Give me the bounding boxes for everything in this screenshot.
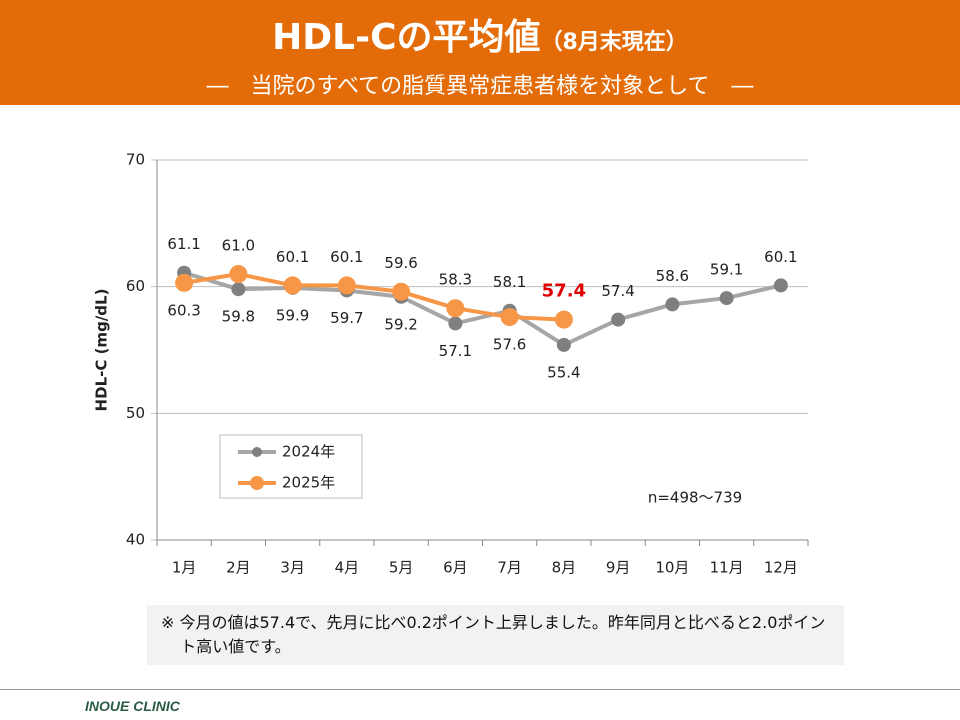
title-text: HDL-Cの平均値 bbox=[272, 17, 541, 58]
point bbox=[392, 282, 411, 301]
data-label: 60.1 bbox=[764, 248, 797, 266]
data-label: 59.9 bbox=[276, 306, 309, 324]
x-tick-label: 11月 bbox=[710, 559, 744, 577]
point bbox=[175, 273, 194, 292]
point bbox=[773, 278, 788, 293]
legend-marker bbox=[252, 447, 262, 457]
data-label: 59.8 bbox=[222, 308, 255, 326]
data-label: 59.2 bbox=[384, 315, 417, 333]
x-tick-label: 12月 bbox=[764, 559, 798, 577]
y-tick-label: 70 bbox=[126, 151, 145, 169]
footer-line bbox=[0, 689, 960, 690]
data-label: 57.1 bbox=[439, 342, 472, 360]
y-tick-label: 50 bbox=[126, 404, 145, 422]
data-label: 58.6 bbox=[656, 267, 689, 285]
y-tick-label: 40 bbox=[126, 531, 145, 549]
data-label: 57.4 bbox=[601, 282, 634, 300]
data-label: 58.1 bbox=[493, 273, 526, 291]
comment: ※ 今月の値は57.4で、先月に比べ0.2ポイント上昇しました。昨年同月と比べる… bbox=[147, 605, 845, 665]
data-label: 61.1 bbox=[167, 235, 200, 253]
data-label: 55.4 bbox=[547, 363, 580, 381]
title: HDL-Cの平均値（8月末現在） bbox=[0, 8, 960, 60]
data-label: 57.6 bbox=[493, 336, 526, 354]
x-tick-label: 2月 bbox=[226, 559, 251, 577]
point bbox=[665, 297, 680, 312]
footer: INOUE CLINIC bbox=[85, 698, 180, 714]
legend-box bbox=[219, 434, 363, 499]
data-label: 60.1 bbox=[330, 248, 363, 266]
annotation: n=498～739 bbox=[648, 489, 742, 507]
x-tick-label: 3月 bbox=[280, 559, 305, 577]
point bbox=[719, 291, 734, 306]
subtitle: ― 当院のすべての脂質異常症患者様を対象として ― bbox=[206, 74, 754, 99]
data-label: 60.1 bbox=[276, 248, 309, 266]
title-note: （8月末現在） bbox=[540, 30, 688, 55]
x-tick-label: 5月 bbox=[389, 559, 414, 577]
data-label: 59.7 bbox=[330, 309, 363, 327]
data-label: 59.6 bbox=[384, 254, 417, 272]
header: HDL-Cの平均値（8月末現在） ― 当院のすべての脂質異常症患者様を対象として… bbox=[0, 0, 960, 105]
x-tick-label: 8月 bbox=[552, 559, 577, 577]
legend-label: 2024年 bbox=[282, 443, 335, 461]
series-line bbox=[183, 270, 782, 348]
x-tick-label: 4月 bbox=[335, 559, 360, 577]
data-label: 61.0 bbox=[222, 237, 255, 255]
x-tick-label: 10月 bbox=[655, 559, 689, 577]
y-tick-label: 60 bbox=[126, 277, 145, 295]
data-label: 59.1 bbox=[710, 261, 743, 279]
x-tick-label: 9月 bbox=[606, 559, 631, 577]
point bbox=[446, 299, 465, 318]
data-label: 60.3 bbox=[167, 301, 200, 319]
y-axis-label: HDL-C (mg/dL) bbox=[93, 289, 111, 412]
point bbox=[231, 282, 246, 297]
legend-marker bbox=[250, 476, 264, 490]
point bbox=[554, 310, 573, 329]
point bbox=[337, 276, 356, 295]
point bbox=[500, 308, 519, 327]
point bbox=[229, 265, 248, 283]
point bbox=[611, 312, 626, 327]
data-label: 58.3 bbox=[439, 271, 472, 289]
x-tick-label: 1月 bbox=[172, 559, 197, 577]
data-label: 57.4 bbox=[542, 281, 586, 302]
point bbox=[556, 337, 571, 352]
x-tick-label: 6月 bbox=[443, 559, 468, 577]
legend-label: 2025年 bbox=[282, 474, 335, 492]
series-line bbox=[183, 271, 564, 322]
point bbox=[448, 316, 463, 331]
x-tick-label: 7月 bbox=[497, 559, 522, 577]
point bbox=[283, 276, 302, 295]
